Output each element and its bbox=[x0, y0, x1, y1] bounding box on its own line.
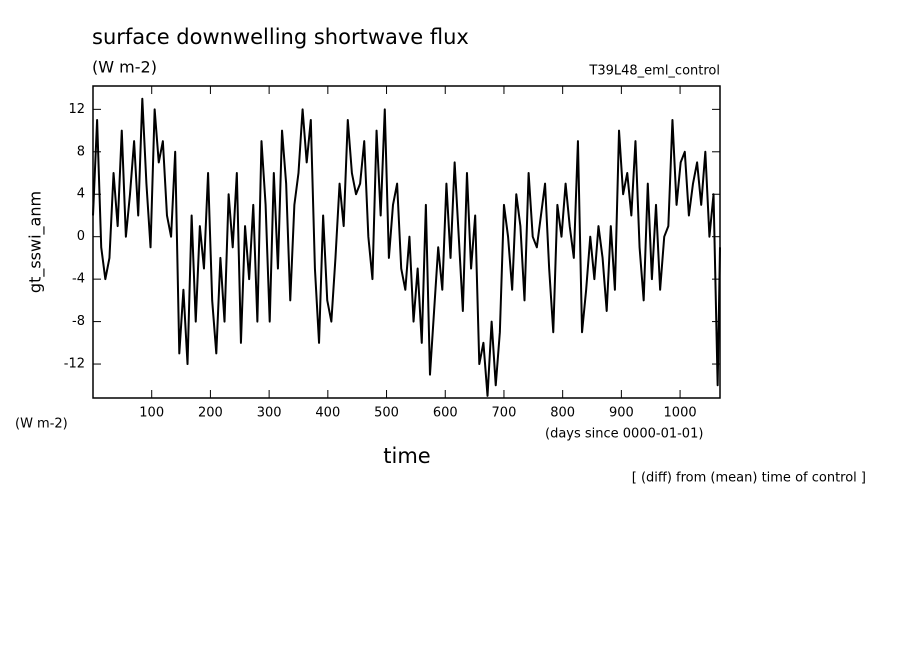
x-units: (days since 0000-01-01) bbox=[545, 427, 703, 442]
x-tick-label: 200 bbox=[198, 406, 223, 421]
chart-title: surface downwelling shortwave flux bbox=[92, 25, 469, 49]
x-tick-label: 100 bbox=[139, 406, 164, 421]
x-tick-label: 700 bbox=[492, 406, 517, 421]
y-tick-label: 0 bbox=[77, 229, 85, 244]
x-tick-label: 500 bbox=[374, 406, 399, 421]
y-tick-label: 4 bbox=[77, 187, 85, 202]
x-tick-label: 600 bbox=[433, 406, 458, 421]
x-tick-label: 900 bbox=[609, 406, 634, 421]
note: [ (diff) from (mean) time of control ] bbox=[632, 471, 866, 486]
y-axis-label: gt_sswi_anm bbox=[26, 191, 46, 293]
y-tick-label: 8 bbox=[77, 144, 85, 159]
x-tick-label: 800 bbox=[550, 406, 575, 421]
y-tick-label: -8 bbox=[72, 314, 85, 329]
x-tick-label: 300 bbox=[257, 406, 282, 421]
subtitle: (W m-2) bbox=[92, 58, 157, 77]
data-line bbox=[92, 97, 721, 397]
x-tick-label: 1000 bbox=[664, 406, 697, 421]
x-axis-label: time bbox=[383, 444, 430, 468]
plot-frame bbox=[92, 85, 721, 399]
x-tick-label: 400 bbox=[315, 406, 340, 421]
y-units: (W m-2) bbox=[15, 417, 68, 432]
y-tick-label: 12 bbox=[68, 102, 85, 117]
y-tick-label: -4 bbox=[72, 272, 85, 287]
y-tick-label: -12 bbox=[64, 357, 85, 372]
run-label: T39L48_eml_control bbox=[588, 64, 720, 79]
